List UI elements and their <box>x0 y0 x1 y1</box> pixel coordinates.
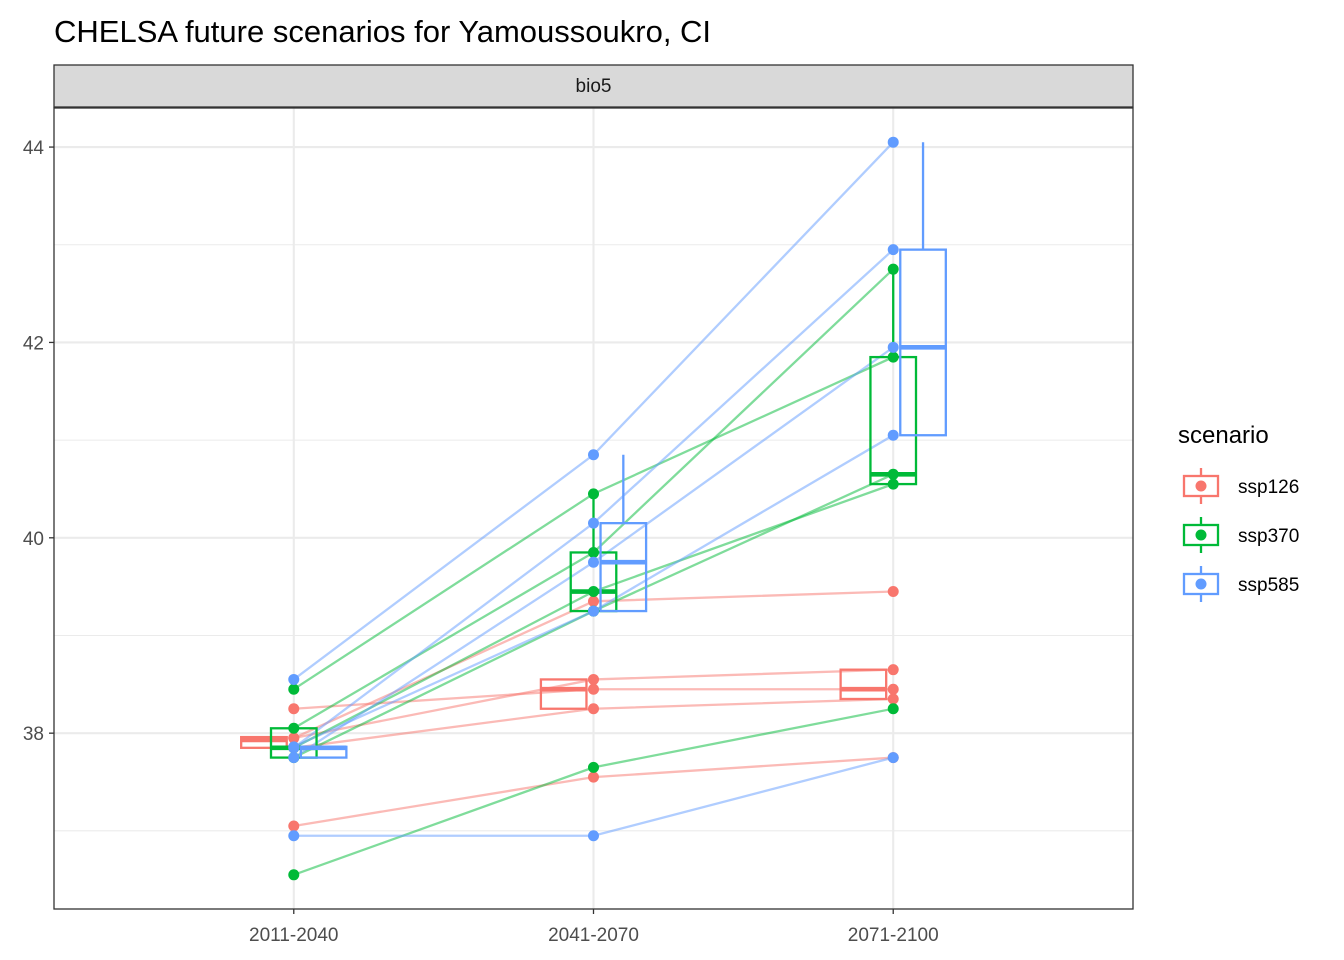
data-point-ssp585 <box>588 517 599 529</box>
y-tick-label: 42 <box>23 333 44 354</box>
boxplot-ssp585-2011-2040 <box>299 745 348 759</box>
data-point-ssp126 <box>588 771 599 783</box>
y-tick-label: 40 <box>23 529 44 550</box>
data-point-ssp126 <box>887 664 899 676</box>
data-point-ssp370 <box>588 586 599 598</box>
data-point-ssp126 <box>588 673 599 685</box>
legend-title: scenario <box>1178 422 1269 449</box>
boxplot-ssp126-2041-2070 <box>539 678 588 710</box>
legend-key-ssp126 <box>1182 468 1220 504</box>
data-point-ssp370 <box>288 683 300 695</box>
data-point-ssp370 <box>887 703 899 715</box>
data-point-ssp585 <box>887 136 899 148</box>
facet-strip <box>53 64 1134 108</box>
legend-point <box>1195 480 1207 492</box>
axes: 38 40 42 44 2011-2040 2041-2070 2071-2100 <box>23 138 939 946</box>
data-point-ssp126 <box>288 820 300 832</box>
legend-label-ssp370: ssp370 <box>1238 526 1299 547</box>
data-point-ssp126 <box>288 732 300 744</box>
data-point-ssp585 <box>887 752 899 764</box>
data-point-ssp585 <box>887 244 899 256</box>
legend-label-ssp585: ssp585 <box>1238 575 1299 596</box>
data-point-ssp370 <box>588 761 599 773</box>
x-tick-label: 2011-2040 <box>249 925 338 946</box>
data-point-ssp126 <box>887 586 899 598</box>
data-point-ssp370 <box>887 351 899 363</box>
y-tick-label: 44 <box>23 138 45 159</box>
legend-key-ssp585 <box>1182 566 1220 602</box>
data-point-ssp370 <box>887 468 899 480</box>
data-point-ssp126 <box>887 683 899 695</box>
data-point-ssp585 <box>288 830 300 842</box>
data-point-ssp585 <box>288 741 300 753</box>
boxplot-ssp126-2071-2100 <box>839 668 888 701</box>
x-tick-label: 2071-2100 <box>848 925 939 946</box>
data-point-ssp585 <box>288 752 300 764</box>
data-point-ssp370 <box>887 478 899 490</box>
data-point-ssp126 <box>588 703 599 715</box>
box <box>839 668 888 701</box>
data-point-ssp370 <box>288 869 300 881</box>
legend-label-ssp126: ssp126 <box>1238 477 1299 498</box>
data-point-ssp126 <box>288 703 300 715</box>
box <box>899 248 947 437</box>
x-tick-label: 2041-2070 <box>548 925 639 946</box>
boxplot-ssp126-2011-2040 <box>240 735 288 749</box>
data-point-ssp585 <box>588 830 599 842</box>
facet-strip-label: bio5 <box>576 76 612 97</box>
data-point-ssp126 <box>588 683 599 695</box>
box <box>599 522 648 613</box>
boxplot-ssp585-2041-2070 <box>599 454 648 613</box>
data-point-ssp370 <box>588 546 599 558</box>
box <box>539 678 588 710</box>
boxplot-ssp585-2071-2100 <box>899 142 947 437</box>
data-point-ssp585 <box>588 449 599 461</box>
legend-point <box>1195 529 1207 541</box>
data-point-ssp370 <box>588 488 599 500</box>
chart-title: CHELSA future scenarios for Yamoussoukro… <box>54 14 711 49</box>
data-point-ssp585 <box>288 673 300 685</box>
gridlines <box>54 108 1133 909</box>
data-point-ssp370 <box>887 263 899 275</box>
data-point-ssp585 <box>887 341 899 353</box>
data-points <box>288 136 899 881</box>
data-point-ssp585 <box>588 556 599 568</box>
box <box>240 735 288 749</box>
data-point-ssp585 <box>887 429 899 441</box>
data-point-ssp585 <box>588 605 599 617</box>
legend: scenario ssp126 ssp370 ssp585 <box>1178 422 1299 602</box>
y-tick-label: 38 <box>23 724 44 745</box>
legend-key-ssp370 <box>1182 517 1220 553</box>
data-point-ssp370 <box>288 722 300 734</box>
legend-point <box>1195 578 1207 590</box>
data-point-ssp126 <box>887 693 899 705</box>
data-point-ssp126 <box>588 595 599 607</box>
